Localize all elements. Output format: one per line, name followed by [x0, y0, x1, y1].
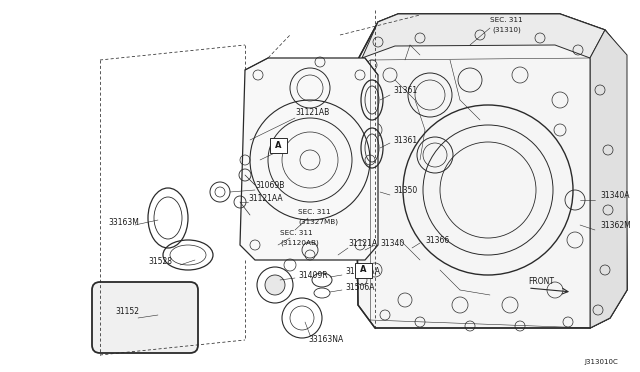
Text: 31152: 31152 — [115, 308, 139, 317]
Text: 31409R: 31409R — [298, 270, 328, 279]
FancyBboxPatch shape — [355, 263, 371, 278]
Text: SEC. 311: SEC. 311 — [490, 17, 523, 23]
FancyBboxPatch shape — [92, 282, 198, 353]
Text: 31121AA: 31121AA — [248, 193, 283, 202]
Text: 31121A: 31121A — [348, 238, 377, 247]
Polygon shape — [355, 14, 627, 328]
Text: 31506AA: 31506AA — [345, 267, 380, 276]
FancyBboxPatch shape — [269, 138, 287, 153]
Text: 33163NA: 33163NA — [308, 336, 343, 344]
Text: 31362M: 31362M — [600, 221, 631, 230]
Text: 33163M: 33163M — [108, 218, 139, 227]
Text: A: A — [275, 141, 281, 150]
Text: 31121AB: 31121AB — [295, 108, 329, 116]
Text: 31340A: 31340A — [600, 190, 630, 199]
Text: 31506A: 31506A — [345, 282, 374, 292]
Text: 31340: 31340 — [380, 238, 404, 247]
Text: (31327MB): (31327MB) — [298, 219, 338, 225]
Text: FRONT: FRONT — [528, 278, 554, 286]
Polygon shape — [590, 30, 627, 328]
Circle shape — [265, 275, 285, 295]
Text: 31361: 31361 — [393, 86, 417, 94]
Polygon shape — [240, 58, 378, 260]
Text: (31310): (31310) — [492, 27, 521, 33]
Text: 31366: 31366 — [425, 235, 449, 244]
Text: 31528: 31528 — [148, 257, 172, 266]
Text: 31350: 31350 — [393, 186, 417, 195]
Text: SEC. 311: SEC. 311 — [298, 209, 331, 215]
Text: SEC. 311: SEC. 311 — [280, 230, 312, 236]
Polygon shape — [362, 14, 605, 58]
Text: 31361: 31361 — [393, 135, 417, 144]
Text: J313010C: J313010C — [584, 359, 618, 365]
Text: A: A — [360, 266, 366, 275]
Text: 31069B: 31069B — [255, 180, 284, 189]
Text: (31120AB): (31120AB) — [280, 240, 319, 246]
